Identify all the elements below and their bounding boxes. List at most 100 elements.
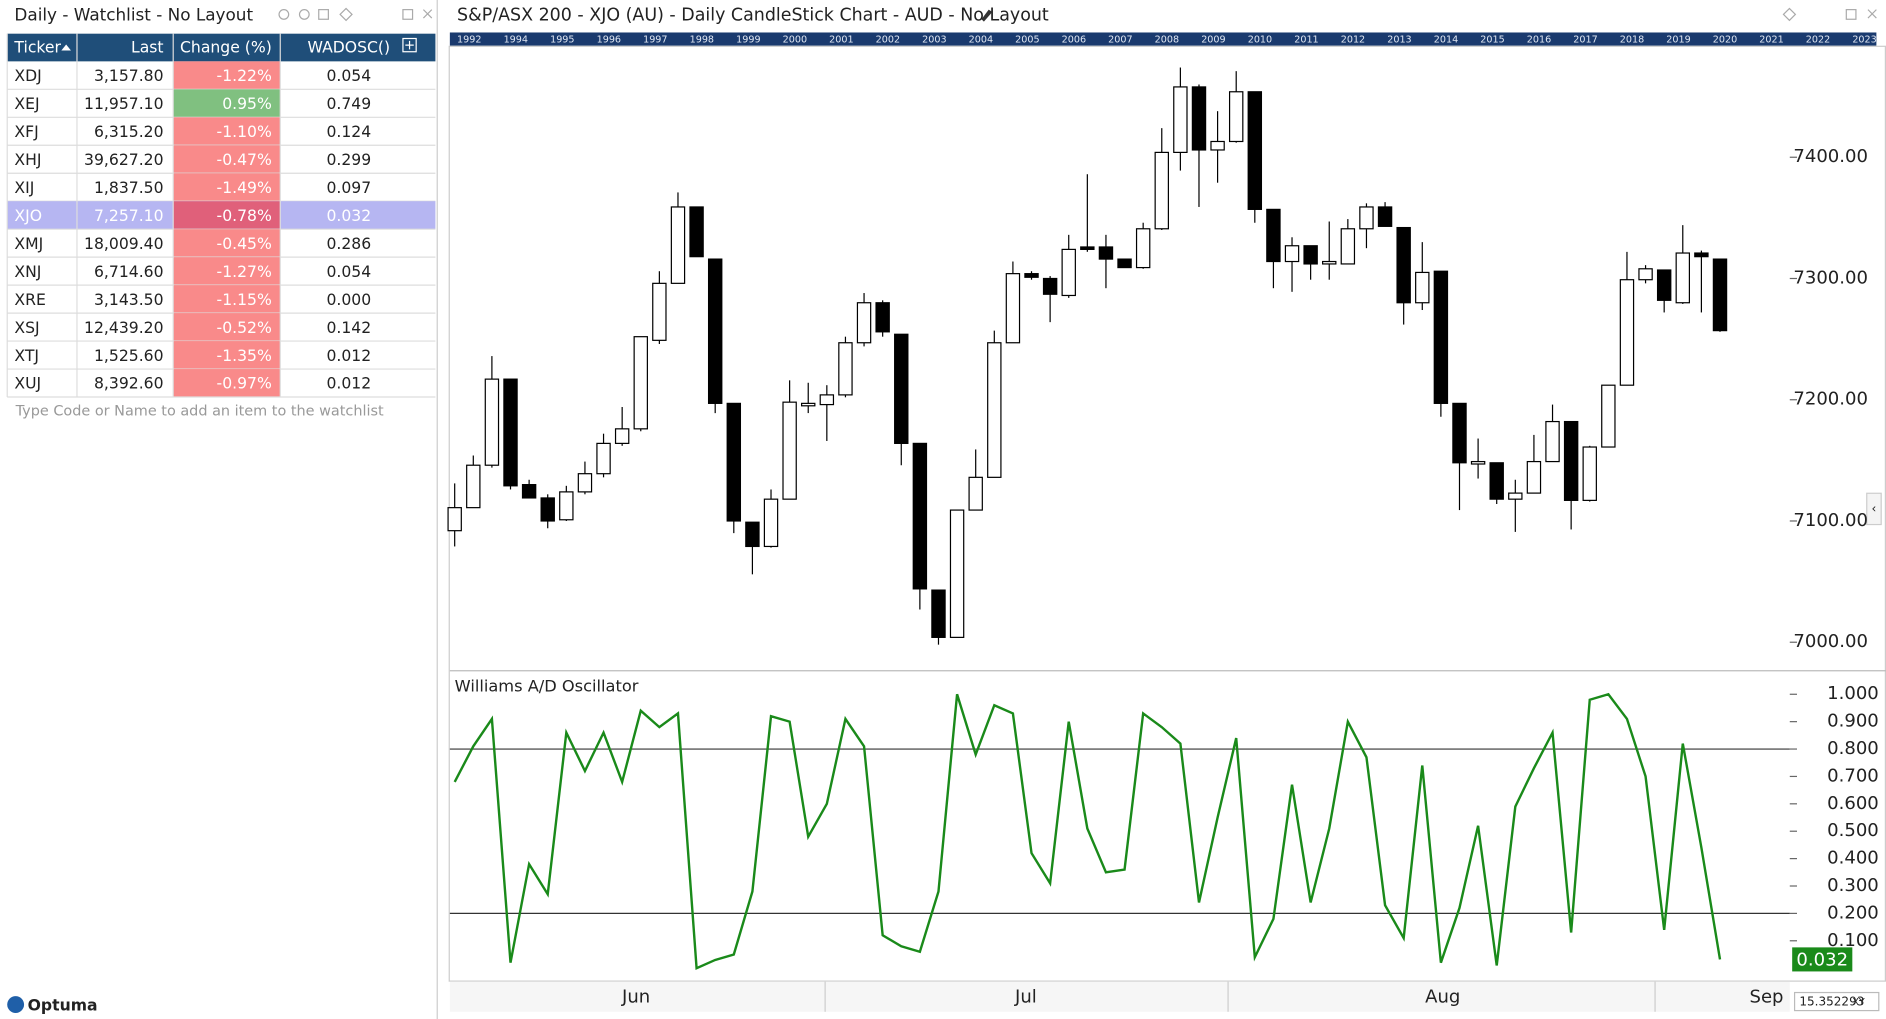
cell[interactable]: -1.10% [217, 122, 272, 141]
cell[interactable]: XHJ [14, 150, 41, 169]
cell[interactable]: 3,157.80 [94, 66, 164, 85]
cell[interactable]: 0.032 [326, 206, 371, 225]
cell[interactable]: -0.78% [217, 206, 272, 225]
candle-body [1284, 245, 1300, 263]
refresh-icon[interactable] [298, 9, 310, 20]
maximize-icon[interactable] [1845, 9, 1857, 20]
cell[interactable]: -0.97% [217, 374, 272, 393]
add-item-placeholder[interactable]: Type Code or Name to add an item to the … [15, 403, 384, 419]
cursor-mode[interactable]: XY [1852, 997, 1865, 1008]
cell[interactable]: XJO [14, 206, 42, 225]
cell[interactable]: 11,957.10 [84, 94, 164, 113]
cell[interactable]: 0.286 [326, 234, 371, 253]
edit-icon[interactable] [981, 9, 993, 22]
copy-icon[interactable] [318, 9, 329, 20]
cell[interactable]: -0.45% [217, 234, 272, 253]
column-header[interactable]: Ticker [13, 38, 61, 57]
x-tick-label: Jul [1014, 986, 1037, 1007]
cell[interactable]: -0.52% [217, 318, 272, 337]
cell[interactable]: -1.49% [217, 178, 272, 197]
cell[interactable]: 0.749 [326, 94, 371, 113]
candle-body [1005, 273, 1021, 344]
cell[interactable]: -1.15% [217, 290, 272, 309]
cell[interactable]: 0.054 [326, 66, 371, 85]
cell[interactable]: XSJ [14, 318, 39, 337]
timeline-year: 2023 [1852, 35, 1876, 46]
cell[interactable]: 0.142 [326, 318, 371, 337]
change-cell [173, 313, 281, 342]
candle-body [856, 302, 872, 344]
cell[interactable]: XNJ [14, 262, 41, 281]
y-tick-label: 0.300 [1827, 875, 1879, 896]
cell[interactable]: XDJ [14, 66, 41, 85]
candle-body [447, 507, 462, 532]
column-header[interactable]: Change (%) [180, 38, 272, 57]
y-tick-label: 7200.00 [1793, 389, 1868, 410]
sort-arrow[interactable] [61, 44, 71, 51]
cell[interactable]: 0.012 [326, 374, 371, 393]
cell[interactable]: XMJ [14, 234, 43, 253]
timeline-year: 2018 [1620, 35, 1644, 46]
cell[interactable]: XEJ [14, 94, 39, 113]
maximize-icon[interactable] [402, 9, 414, 20]
cell[interactable]: 0.95% [222, 94, 272, 113]
cell[interactable]: 8,392.60 [94, 374, 164, 393]
cursor-readout: 15.352293 [1799, 995, 1864, 1009]
x-tick-label: Sep [1750, 986, 1784, 1007]
cell[interactable]: 1,525.60 [94, 346, 164, 365]
cell[interactable]: 3,143.50 [94, 290, 164, 309]
cell[interactable]: 18,009.40 [84, 234, 164, 253]
candle-body [1322, 260, 1337, 265]
candle-body [801, 402, 816, 407]
cell[interactable]: 0.097 [326, 178, 371, 197]
cell[interactable]: -1.22% [217, 66, 272, 85]
watchlist-title: Daily - Watchlist - No Layout [14, 5, 253, 25]
y-tick-label: 0.700 [1827, 765, 1879, 786]
candle-body [1656, 269, 1672, 301]
add-column-button[interactable] [402, 37, 417, 53]
search-icon[interactable] [278, 9, 290, 20]
timeline-year: 2019 [1666, 35, 1690, 46]
candle-body [1712, 258, 1728, 332]
diamond-icon[interactable] [339, 7, 353, 22]
cell[interactable]: 0.012 [326, 346, 371, 365]
cell[interactable]: 0.000 [326, 290, 371, 309]
column-header[interactable]: WADOSC() [307, 38, 390, 57]
cell[interactable]: -0.47% [217, 150, 272, 169]
change-cell [173, 285, 281, 314]
candle-body [1582, 446, 1597, 501]
cell[interactable]: XTJ [14, 346, 39, 365]
y-tick-label: 0.100 [1827, 930, 1879, 951]
collapse-tab[interactable] [1866, 492, 1882, 526]
candle-body [763, 498, 779, 548]
last-value-label: 0.032 [1796, 950, 1848, 971]
cell[interactable]: 6,315.20 [94, 122, 164, 141]
cell[interactable]: 0.299 [326, 150, 371, 169]
cell[interactable]: 0.054 [326, 262, 371, 281]
cell[interactable]: 1,837.50 [94, 178, 164, 197]
cell[interactable]: 12,439.20 [84, 318, 164, 337]
cell[interactable]: XRE [14, 290, 45, 309]
add-column-plus [405, 40, 414, 50]
column-header[interactable]: Last [131, 38, 164, 57]
cell[interactable]: -1.35% [217, 346, 272, 365]
cell[interactable]: 39,627.20 [84, 150, 164, 169]
cell[interactable]: XUJ [14, 374, 41, 393]
close-icon[interactable] [422, 9, 433, 19]
cell[interactable]: 0.124 [326, 122, 371, 141]
cell[interactable]: XFJ [14, 122, 38, 141]
change-cell [173, 89, 281, 118]
close-icon[interactable] [1867, 9, 1877, 19]
candle-body [1061, 248, 1076, 297]
diamond-icon[interactable] [1782, 7, 1797, 22]
candle-body [596, 442, 611, 475]
candle-body [894, 333, 909, 444]
collapse-arrow[interactable]: ‹ [1872, 501, 1877, 515]
cell[interactable]: -1.27% [217, 262, 272, 281]
cell[interactable]: 6,714.60 [94, 262, 164, 281]
cell[interactable]: XIJ [14, 178, 34, 197]
change-cell [173, 257, 281, 286]
cell[interactable]: 7,257.10 [94, 206, 164, 225]
candle-body [1415, 271, 1430, 304]
